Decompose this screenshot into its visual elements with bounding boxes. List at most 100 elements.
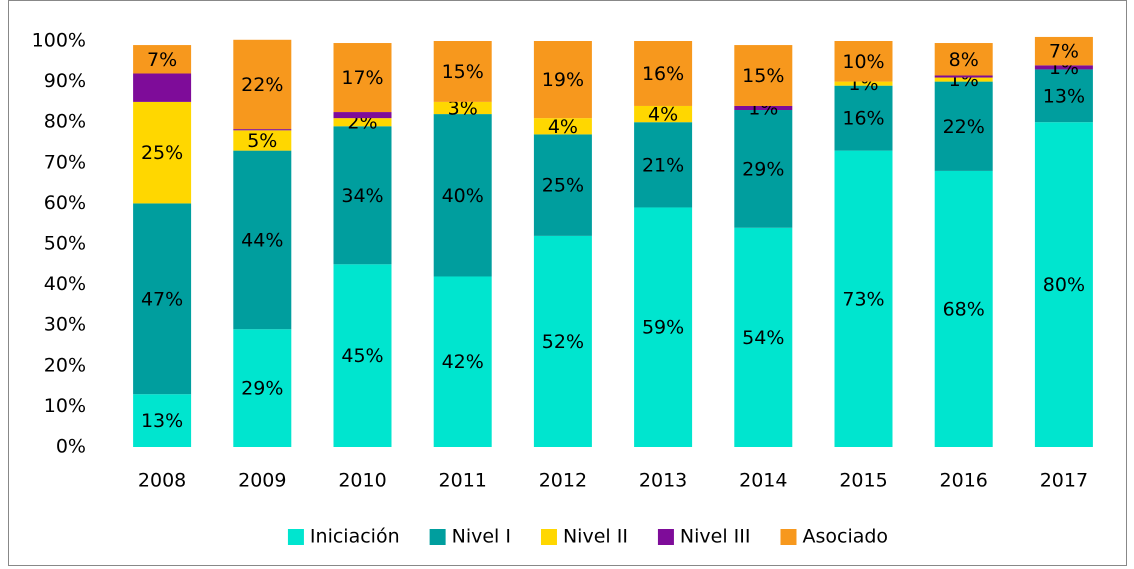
x-tick-label: 2013 [639,470,687,492]
data-label: 7% [1049,41,1079,63]
x-tick-label: 2008 [138,470,186,492]
data-label: 13% [1043,85,1085,107]
bar-segment [934,170,993,448]
bar-segment [734,45,793,106]
bar-segment [634,105,693,123]
data-label: 42% [442,351,484,373]
bar-segment [834,81,893,86]
bar-segment [533,41,592,119]
data-label: 10% [842,51,884,73]
data-label: 40% [442,185,484,207]
y-tick-label: 10% [44,395,86,417]
legend-label: Nivel III [680,526,751,548]
bar-segment [734,105,793,111]
legend-label: Nivel I [452,526,511,548]
bar-segment [934,77,993,82]
x-tick-label: 2010 [338,470,386,492]
data-label: 59% [642,317,684,339]
legend-swatch [657,529,674,545]
data-label: 34% [341,185,383,207]
bar-segment [634,122,693,208]
data-label: 15% [442,61,484,83]
data-label: 16% [642,63,684,85]
data-label: 17% [341,67,383,89]
legend-swatch [287,529,304,545]
data-label: 4% [648,104,678,126]
bar-segment [734,110,793,228]
y-tick-label: 80% [44,111,86,133]
bar-segment [333,126,392,265]
data-label: 25% [542,175,584,197]
y-tick-label: 60% [44,192,86,214]
data-label: 15% [742,65,784,87]
bar-segment [1034,122,1093,447]
x-tick-label: 2009 [238,470,286,492]
bar-segment [934,43,993,76]
bar-segment [634,41,693,106]
bar-segment [233,130,292,151]
data-label: 68% [943,298,985,320]
x-tick-label: 2011 [439,470,487,492]
data-label: 8% [949,49,979,71]
y-tick-label: 40% [44,273,86,295]
bar-segment [133,73,192,102]
bar-segment [834,150,893,447]
bar-segment [133,203,192,395]
bar-segment [133,101,192,204]
bar-segment [333,43,392,113]
y-tick-label: 20% [44,354,86,376]
bar-segment [133,394,192,447]
y-tick-label: 0% [56,436,86,458]
data-label: 3% [448,97,478,119]
bar-segment [1034,36,1093,66]
data-label: 4% [548,116,578,138]
bar-segment [133,45,192,74]
bar-segment [934,75,993,78]
bar-segment [333,112,392,119]
bar-segment [634,207,693,447]
data-label: 52% [542,331,584,353]
y-tick-label: 50% [44,233,86,255]
bar-segment [533,235,592,447]
data-label: 22% [241,74,283,96]
bar-segment [433,114,492,277]
bar-segment [533,118,592,135]
bar-segment [734,227,793,447]
y-tick-label: 30% [44,314,86,336]
bar-segment [433,101,492,115]
bar-segment [233,150,292,330]
data-label: 7% [147,49,177,71]
y-tick-label: 70% [44,151,86,173]
data-label: 47% [141,288,183,310]
data-label: 44% [241,229,283,251]
y-tick-label: 90% [44,70,86,92]
bar-segment [433,41,492,102]
data-label: 54% [742,327,784,349]
data-label: 25% [141,142,183,164]
legend-swatch [780,529,797,545]
data-label: 16% [842,108,884,130]
data-label: 73% [842,288,884,310]
legend-label: Iniciación [310,526,400,548]
bar-segment [333,118,392,127]
bar-segment [1034,65,1093,70]
legend-swatch [429,529,446,545]
y-tick-label: 100% [32,30,86,52]
bar-segment [233,129,292,131]
x-tick-label: 2016 [940,470,988,492]
data-label: 21% [642,154,684,176]
x-tick-label: 2014 [739,470,787,492]
data-label: 29% [742,158,784,180]
data-label: 5% [247,130,277,152]
bar-segment [834,85,893,151]
data-label: 45% [341,345,383,367]
x-tick-label: 2015 [839,470,887,492]
bar-segment [934,81,993,171]
data-label: 13% [141,410,183,432]
bar-segment [333,264,392,447]
data-label: 22% [943,116,985,138]
legend-label: Nivel II [563,526,628,548]
bar-segment [433,276,492,447]
bar-segment [233,39,292,130]
